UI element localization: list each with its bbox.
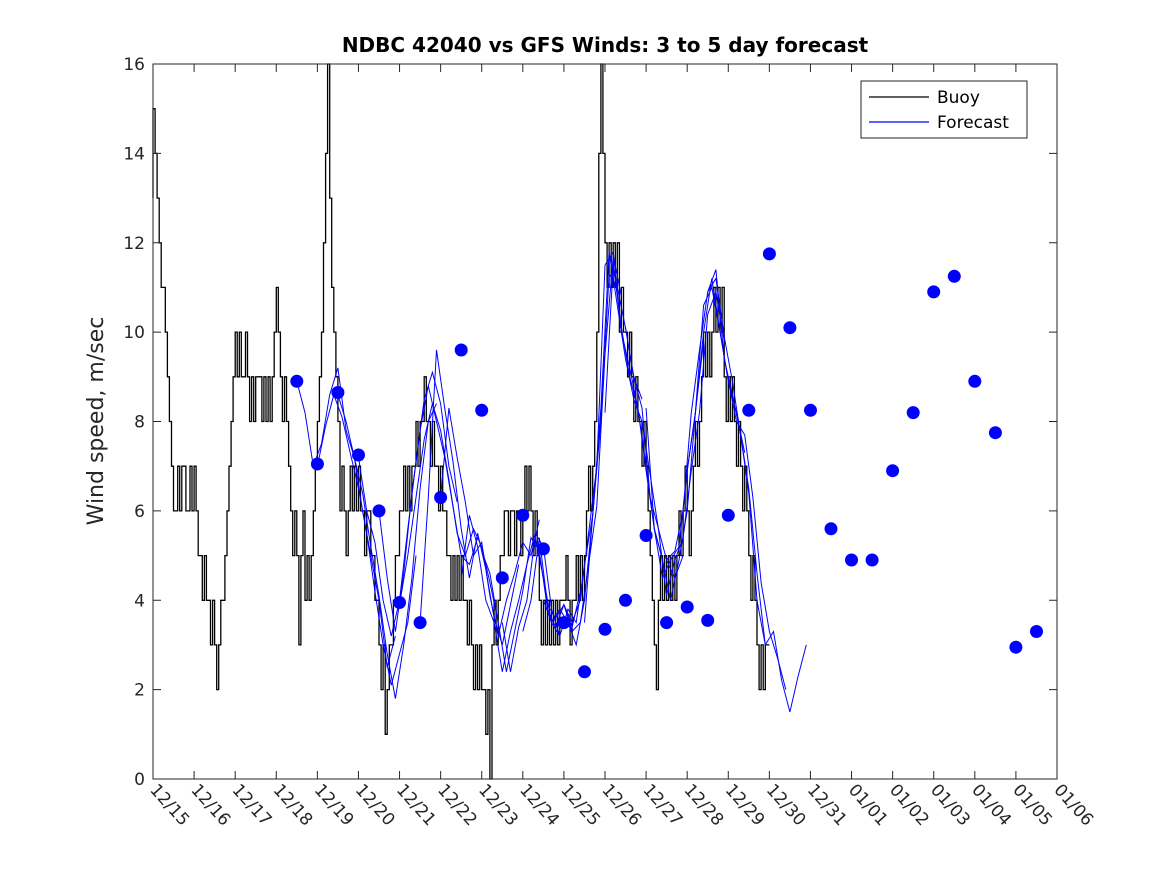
forecast-marker-17 [639, 529, 653, 542]
forecast-line-20 [707, 277, 807, 713]
legend-forecast-label: Forecast [937, 113, 1009, 133]
forecast-marker-8 [454, 343, 468, 357]
y-tick-label: 14 [123, 144, 145, 164]
forecast-marker-0 [290, 374, 304, 388]
forecast-line-19 [686, 285, 787, 690]
y-tick-label: 4 [134, 591, 145, 611]
forecast-marker-12 [536, 542, 550, 556]
forecast-marker-26 [824, 522, 838, 536]
forecast-marker-35 [1009, 640, 1023, 654]
forecast-line-5 [399, 401, 499, 623]
y-tick-label: 2 [134, 681, 145, 701]
forecast-marker-7 [434, 491, 448, 504]
forecast-marker-1 [310, 457, 324, 471]
legend-buoy-label: Buoy [937, 88, 980, 108]
forecast-marker-5 [393, 596, 406, 609]
forecast-marker-14 [578, 665, 591, 679]
y-tick-label: 10 [123, 323, 145, 343]
forecast-series [296, 250, 807, 713]
forecast-marker-13 [557, 616, 571, 630]
y-tick-label: 8 [134, 413, 145, 433]
forecast-marker-11 [516, 508, 530, 522]
axes [152, 63, 1058, 780]
forecast-line-13 [563, 250, 663, 624]
forecast-marker-29 [886, 464, 900, 478]
forecast-marker-10 [495, 571, 509, 585]
buoy-line [152, 63, 770, 780]
forecast-marker-3 [352, 448, 365, 462]
forecast-marker-4 [372, 504, 386, 518]
legend: Buoy Forecast [860, 80, 1028, 139]
forecast-line-18 [666, 269, 766, 645]
y-tick-label: 0 [134, 770, 145, 790]
forecast-marker-2 [331, 386, 345, 399]
forecast-line-4 [378, 385, 479, 632]
y-tick-label: 6 [134, 502, 145, 522]
forecast-marker-32 [947, 269, 961, 283]
forecast-marker-9 [475, 403, 489, 417]
forecast-marker-31 [927, 285, 941, 299]
forecast-marker-34 [988, 426, 1002, 440]
forecast-marker-27 [845, 553, 858, 567]
y-tick-label: 16 [123, 55, 145, 75]
forecast-marker-28 [865, 553, 879, 567]
forecast-line-7 [440, 408, 540, 637]
legend-box [860, 80, 1028, 139]
y-tick-label: 12 [123, 234, 145, 254]
forecast-marker-22 [742, 403, 756, 417]
forecast-line-16 [625, 289, 725, 596]
forecast-marker-16 [619, 593, 632, 607]
forecast-marker-19 [680, 600, 694, 614]
y-axis-label: Wind speed, m/sec [84, 317, 109, 526]
chart-title: NDBC 42040 vs GFS Winds: 3 to 5 day fore… [342, 33, 869, 57]
y-tick-labels: 0 2 4 6 8 10 12 14 16 [123, 55, 145, 790]
forecast-marker-33 [968, 374, 982, 388]
forecast-marker-15 [598, 622, 612, 636]
forecast-marker-6 [413, 616, 427, 630]
forecast-marker-25 [804, 403, 817, 417]
forecast-marker-23 [762, 247, 776, 261]
forecast-marker-20 [701, 613, 715, 627]
forecast-markers [290, 247, 1043, 679]
forecast-marker-18 [660, 616, 674, 630]
forecast-marker-21 [721, 508, 735, 522]
buoy-series [152, 63, 770, 780]
forecast-marker-24 [783, 321, 797, 335]
forecast-marker-30 [906, 406, 920, 420]
forecast-marker-36 [1030, 625, 1043, 638]
